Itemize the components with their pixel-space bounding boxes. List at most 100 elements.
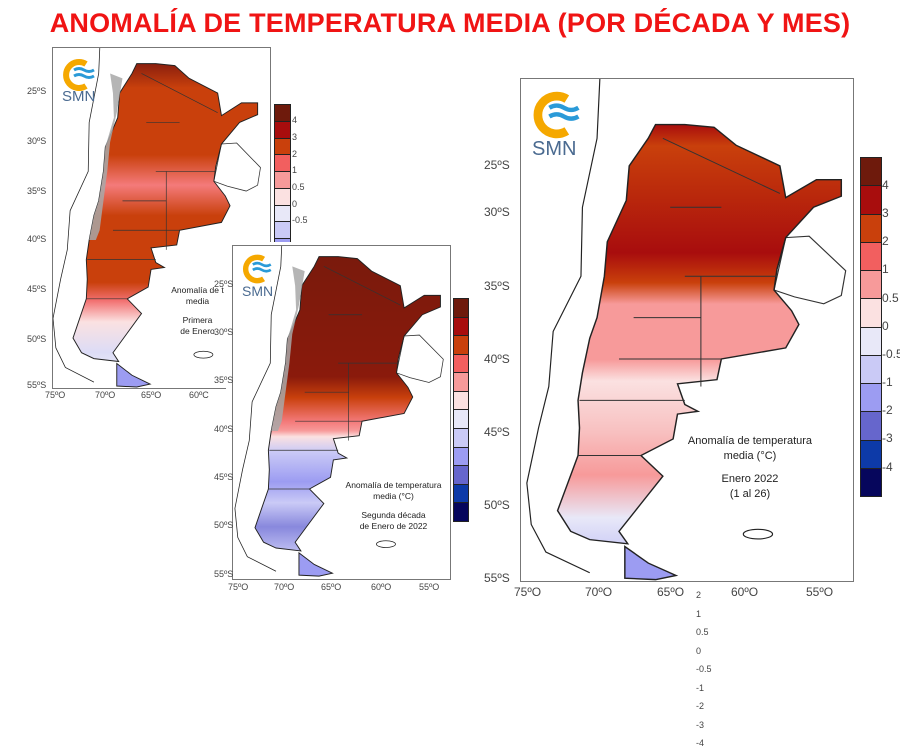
lon-label: 65ºO [141,390,162,400]
colorbar-swatch [454,429,468,448]
lat-label: 25ºS [27,86,47,96]
colorbar-swatch [861,440,881,469]
lon-label: 65ºO [657,585,685,599]
colorbar-label: 0.5 [882,290,899,305]
lon-label: 55ºO [806,585,834,599]
colorbar-swatch [275,105,290,122]
colorbar-swatch [861,412,881,441]
colorbar-label: -0.5 [696,664,712,675]
colorbar-label: 1 [696,608,702,619]
lat-label: 30ºS [27,136,47,146]
malvinas-islands [376,540,396,548]
colorbar-label: 1 [882,262,889,277]
colorbar-label: 0 [696,645,702,656]
colorbar-label: 0.5 [292,181,305,192]
colorbar-label: -0.5 [882,346,900,361]
colorbar [453,298,469,522]
argentina-anomaly-fill [254,256,441,552]
colorbar-label: -0.5 [292,215,308,226]
lat-label: 35ºS [484,279,510,293]
uruguay-outline [213,142,261,192]
argentina-anomaly-fill [72,63,259,363]
lat-label: 35ºS [27,186,47,196]
colorbar-label: 1 [292,165,298,176]
malvinas-islands [193,350,214,359]
lat-label: 25ºS [214,279,234,289]
lon-label: 75ºO [228,582,249,592]
annotation-line: Anomalía de t [171,285,224,295]
colorbar-label: 4 [882,177,889,192]
lon-label: 70ºO [585,585,613,599]
colorbar-label: -3 [696,719,705,730]
colorbar-label: 4 [292,115,298,126]
colorbar-swatch [275,138,290,156]
lon-label: 70ºO [274,582,295,592]
colorbar-swatch [275,172,290,189]
lat-label: 30ºS [214,327,234,337]
colorbar-swatch [275,222,290,239]
colorbar-label: 3 [292,131,298,142]
chile-coastline [234,246,283,572]
colorbar-swatch [454,317,468,337]
smn-logo: SMN [242,253,278,299]
lat-label: 40ºS [484,352,510,366]
colorbar-label: 0.5 [696,627,709,638]
colorbar-label: -1 [882,375,893,390]
colorbar-swatch [861,384,881,413]
province-border [662,137,781,194]
colorbar-swatch [861,468,881,496]
tierra-del-fuego [116,362,152,388]
smn-logo: SMN [532,90,590,160]
map-frame [52,47,271,389]
colorbar-label: 0 [882,318,889,333]
argentina-map [526,79,847,581]
smn-logo-icon [242,254,272,284]
lon-label: 65ºO [321,582,342,592]
annotation-line: (1 al 26) [729,488,771,500]
colorbar-label: -2 [882,403,893,418]
page-title: ANOMALÍA DE TEMPERATURA MEDIA (POR DÉCAD… [49,8,851,38]
annotation-line: Anomalía de temperatura [345,480,442,490]
colorbar-swatch [861,242,881,271]
lat-label: 45ºS [484,425,510,439]
andes-relief [89,73,123,241]
smn-logo: SMN [62,58,102,105]
colorbar-swatch [861,327,881,356]
colorbar-label: -4 [882,459,893,474]
lat-label: 50ºS [484,498,510,512]
colorbar-swatch [454,410,468,430]
colorbar-swatch [454,391,468,411]
colorbar-swatch [454,354,468,374]
colorbar-swatch [454,373,468,392]
lat-label: 55ºS [214,569,234,579]
lat-label: 40ºS [214,424,234,434]
smn-logo-icon [63,59,95,91]
colorbar-swatch [454,336,468,355]
tierra-del-fuego [298,551,334,577]
chile-coastline [53,48,101,383]
colorbar-swatch [861,271,881,300]
colorbar-label: -1 [696,682,705,693]
annotation-line: media (°C) [373,491,414,501]
lat-label: 40ºS [27,234,47,244]
lat-label: 35ºS [214,375,234,385]
colorbar-swatch [275,205,290,223]
colorbar-label: -4 [696,738,705,748]
uruguay-outline [396,334,444,383]
lat-label: 30ºS [484,205,510,219]
chile-coastline [526,79,601,574]
annotation-line: media (°C) [723,450,777,462]
colorbar-swatch [454,299,468,318]
colorbar-swatch [275,188,290,206]
colorbar-swatch [454,503,468,521]
argentina-map [53,48,261,388]
annotation-line: de Enero de 2022 [359,521,428,531]
map-frame [232,245,451,580]
argentina-anomaly-fill [556,123,843,545]
andes-relief [271,266,305,431]
map-panel-second-decade: SMN 25ºS 30ºS 35ºS 40ºS 45ºS 50ºS 55ºS 7… [214,242,712,748]
annotation-line: Anomalía de temperatura [687,435,813,447]
colorbar-swatch [275,155,290,172]
colorbar-label: 0 [292,198,298,209]
lon-label: 60ºO [371,582,392,592]
